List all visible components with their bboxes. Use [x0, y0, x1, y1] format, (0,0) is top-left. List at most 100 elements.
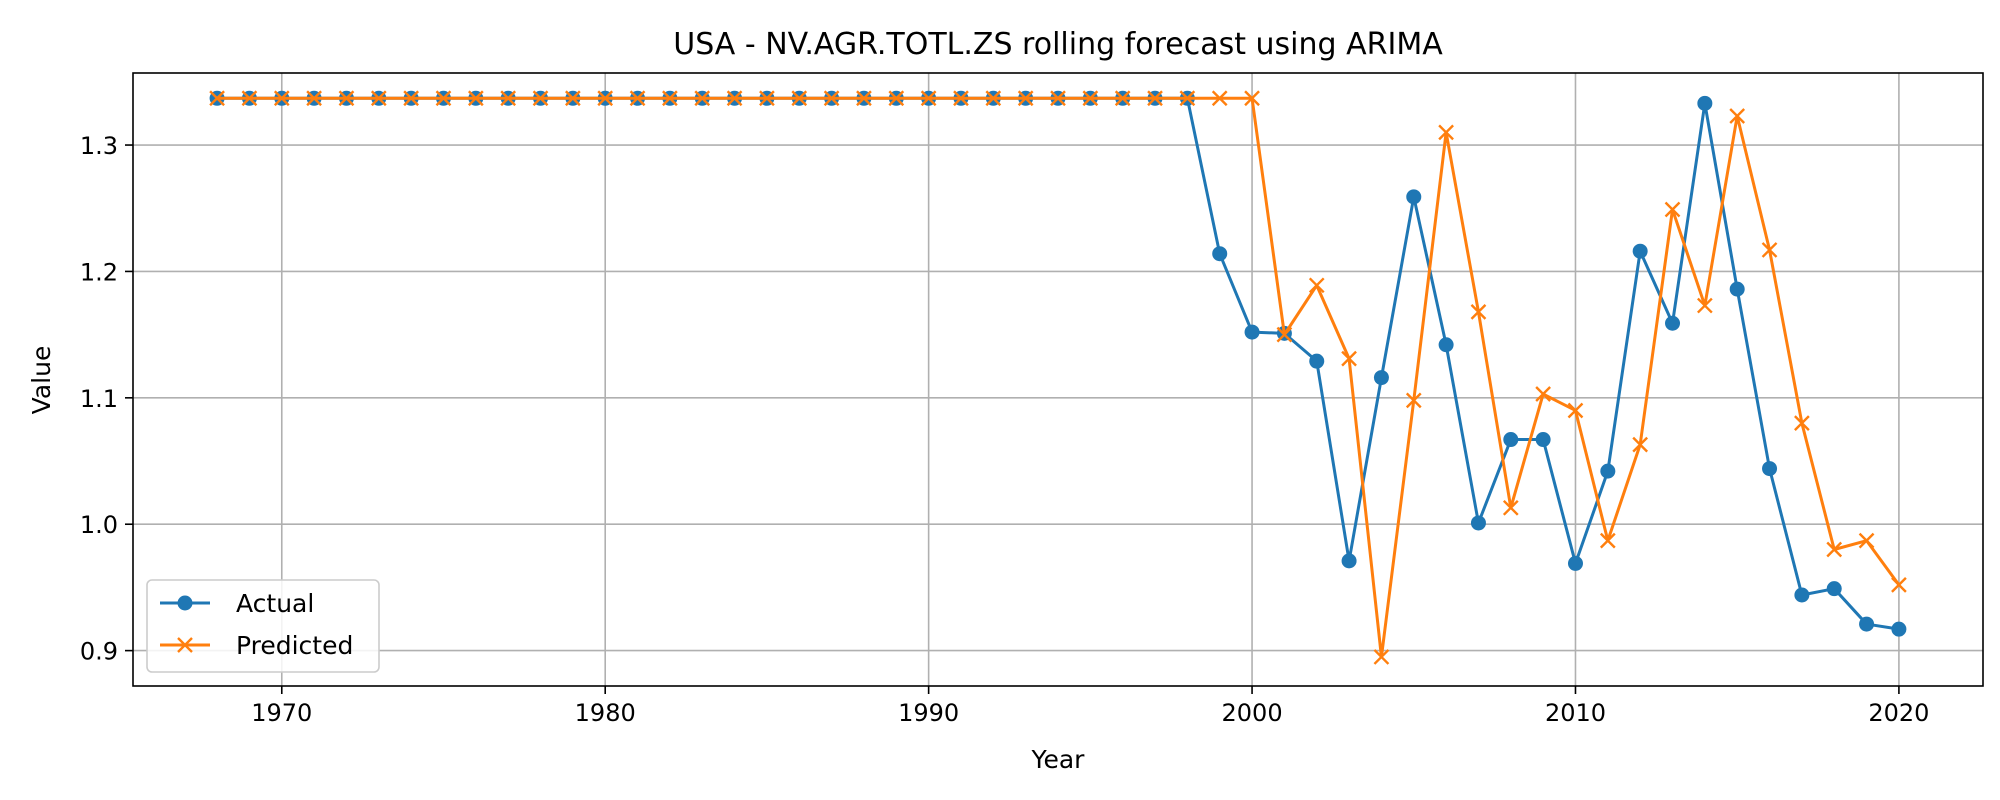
predicted-point — [1341, 350, 1357, 367]
y-tick-label: 0.9 — [80, 638, 118, 666]
actual-point — [1859, 616, 1875, 632]
actual-point — [1665, 315, 1681, 331]
actual-point — [1438, 337, 1454, 353]
predicted-point — [856, 90, 872, 107]
actual-point — [1826, 581, 1842, 597]
predicted-point — [1697, 297, 1713, 314]
predicted-point — [1438, 124, 1454, 141]
predicted-point — [1405, 392, 1422, 409]
legend: Actual Predicted — [146, 579, 380, 673]
predicted-point — [306, 90, 322, 107]
x-tick-label: 1970 — [251, 699, 312, 727]
x-tick-label: 2020 — [1868, 699, 1929, 727]
predicted-point — [1567, 402, 1584, 419]
predicted-point — [694, 90, 711, 107]
actual-point — [1212, 246, 1228, 262]
predicted-point — [726, 90, 743, 107]
actual-point — [1697, 95, 1713, 111]
y-axis-label: Value — [27, 346, 56, 415]
y-tick-label: 1.0 — [80, 511, 118, 539]
actual-point — [1244, 324, 1260, 340]
predicted-point — [1632, 436, 1649, 453]
predicted-point — [1826, 541, 1843, 558]
predicted-point — [403, 90, 419, 107]
predicted-point — [1891, 577, 1907, 593]
actual-point — [1373, 370, 1389, 386]
predicted-point — [1664, 201, 1681, 218]
actual-point — [1567, 555, 1583, 571]
legend-actual-label: Actual — [236, 589, 314, 618]
predicted-point — [1502, 499, 1519, 516]
x-tick-label: 2010 — [1545, 699, 1606, 727]
predicted-point — [985, 90, 1002, 107]
predicted-point — [759, 90, 775, 107]
x-tick-label: 1980 — [575, 699, 636, 727]
predicted-point — [1017, 90, 1034, 107]
y-tick-label: 1.1 — [80, 385, 118, 413]
predicted-point — [1761, 242, 1778, 258]
predicted-point — [1308, 277, 1325, 294]
predicted-point — [532, 90, 549, 107]
predicted-series — [209, 90, 1907, 665]
actual-point — [1632, 243, 1648, 259]
predicted-point — [241, 90, 258, 107]
predicted-point — [1179, 90, 1196, 107]
actual-point — [1309, 353, 1325, 369]
predicted-point — [500, 90, 517, 107]
actual-point — [1341, 553, 1357, 569]
predicted-point — [338, 90, 355, 107]
actual-point — [1470, 515, 1486, 531]
predicted-point — [597, 90, 614, 107]
predicted-point — [823, 90, 840, 107]
predicted-point — [370, 90, 387, 107]
legend-predicted-marker — [177, 637, 193, 653]
plot-frame — [132, 72, 1984, 687]
actual-point — [1535, 432, 1551, 448]
actual-point — [1762, 461, 1778, 477]
y-tick-label: 1.2 — [80, 258, 118, 286]
axis-ticks: 1970 1980 1990 2000 2010 2020 0.9 1.0 1.1 1.2 1.3 — [80, 132, 1930, 727]
predicted-point — [1729, 108, 1746, 124]
actual-point — [1503, 432, 1519, 448]
actual-point — [1794, 587, 1810, 603]
x-tick-label: 1990 — [898, 699, 959, 727]
x-tick-label: 2000 — [1222, 699, 1283, 727]
predicted-point — [1470, 304, 1487, 320]
actual-point — [1891, 621, 1907, 637]
chart-title: USA - NV.AGR.TOTL.ZS rolling forecast us… — [673, 27, 1443, 62]
predicted-point — [662, 90, 678, 107]
predicted-point — [467, 90, 484, 107]
predicted-point — [1244, 90, 1260, 107]
predicted-point — [1082, 90, 1099, 107]
predicted-point — [273, 90, 290, 107]
predicted-point — [1147, 90, 1163, 107]
predicted-point — [435, 90, 452, 107]
actual-point — [1600, 463, 1616, 479]
y-tick-label: 1.3 — [80, 132, 118, 160]
predicted-point — [1599, 532, 1616, 549]
predicted-point — [629, 90, 646, 107]
actual-point — [1406, 189, 1422, 205]
series-layer — [209, 90, 1907, 665]
grid — [133, 73, 1983, 686]
predicted-point — [1373, 649, 1390, 665]
legend-predicted-label: Predicted — [236, 631, 353, 660]
predicted-point — [565, 90, 581, 107]
predicted-point — [1276, 326, 1293, 343]
predicted-point — [1050, 90, 1066, 107]
predicted-point — [953, 90, 969, 107]
predicted-point — [1114, 90, 1131, 107]
predicted-point — [209, 90, 225, 107]
x-axis-label: Year — [1031, 745, 1086, 774]
predicted-point — [1858, 532, 1875, 549]
predicted-point — [1211, 90, 1228, 107]
predicted-point — [920, 90, 937, 107]
predicted-point — [888, 90, 905, 107]
legend-actual-marker — [177, 595, 193, 611]
predicted-point — [791, 90, 808, 107]
predicted-point — [1535, 386, 1551, 402]
actual-point — [1729, 281, 1745, 297]
predicted-point — [1794, 415, 1810, 431]
